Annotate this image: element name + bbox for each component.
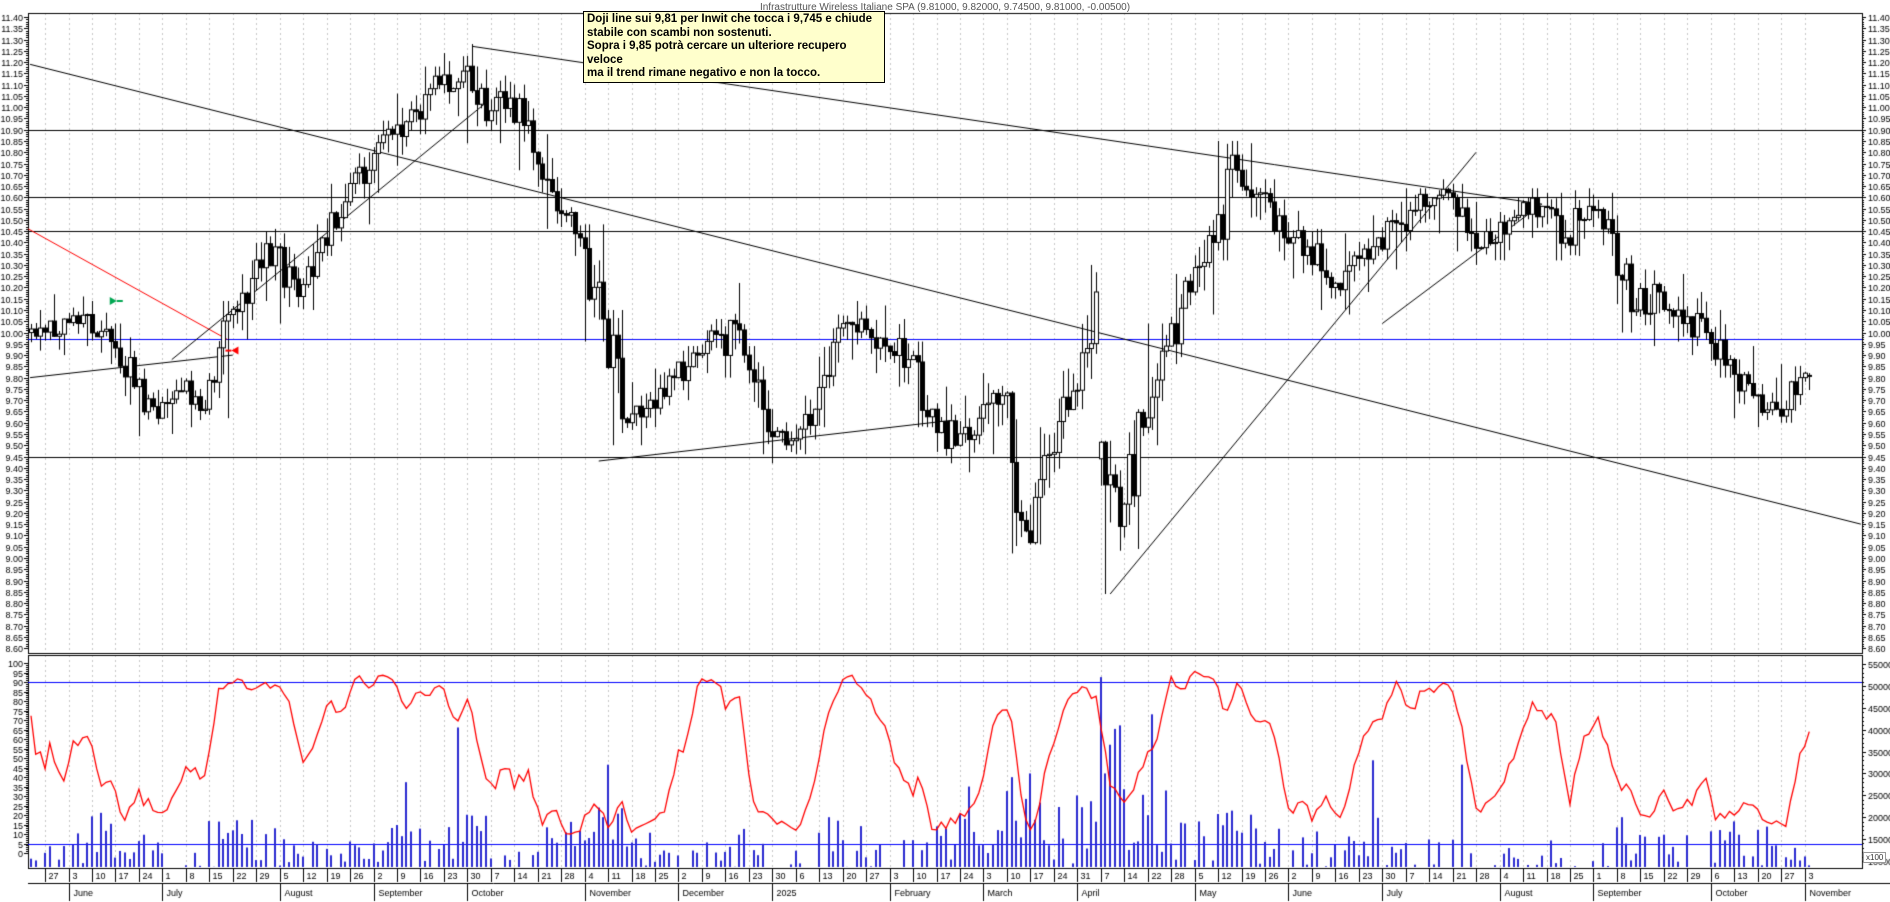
right-price-scale[interactable] [1862,13,1890,868]
indicator-volume-pane[interactable] [28,655,1862,868]
date-axis[interactable] [28,868,1862,902]
left-price-scale[interactable] [0,13,28,868]
volume-multiplier-badge: x100 [1863,852,1887,863]
analyst-annotation-box[interactable]: Doji line sui 9,81 per Inwit che tocca i… [583,11,885,83]
chart-title: Infrastrutture Wireless Italiane SPA (9.… [759,2,1131,13]
price-pane[interactable] [28,13,1862,653]
